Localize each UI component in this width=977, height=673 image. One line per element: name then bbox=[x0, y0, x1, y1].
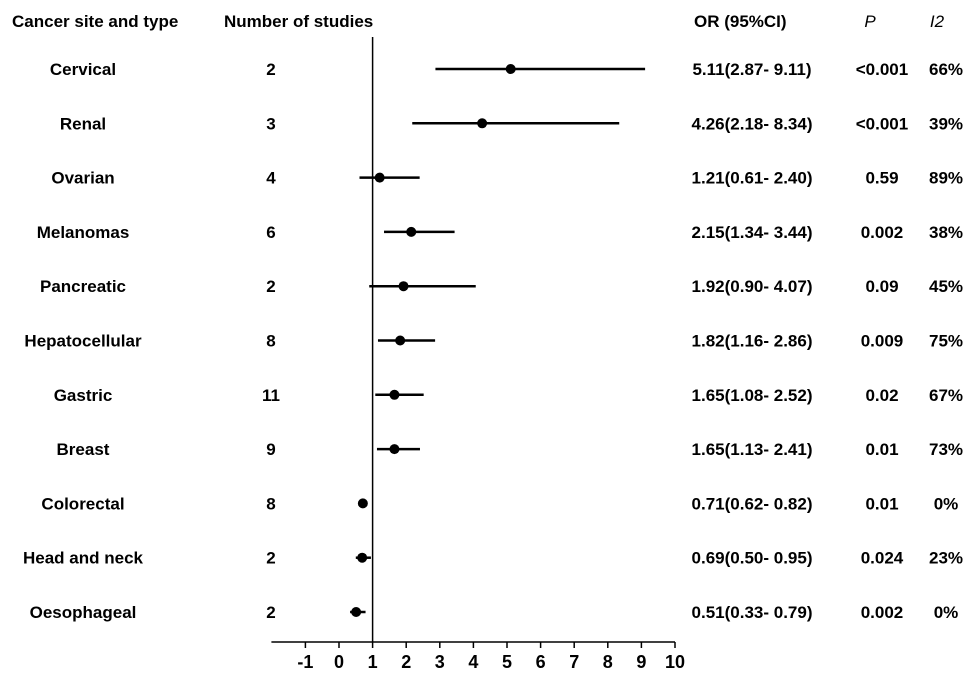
row-study-count: 6 bbox=[266, 223, 275, 242]
row-study-count: 8 bbox=[266, 332, 275, 351]
forest-row: Ovarian 4 1.21(0.61- 2.40) 0.59 89% bbox=[51, 169, 963, 188]
row-or-ci: 1.65(1.08- 2.52) bbox=[692, 386, 813, 405]
row-or-ci: 0.69(0.50- 0.95) bbox=[692, 549, 813, 568]
row-or-ci: 4.26(2.18- 8.34) bbox=[692, 114, 813, 133]
row-study-count: 8 bbox=[266, 494, 275, 513]
row-or-ci: 1.65(1.13- 2.41) bbox=[692, 440, 813, 459]
row-site-label: Ovarian bbox=[51, 169, 114, 188]
row-p-value: <0.001 bbox=[856, 60, 908, 79]
row-i2: 23% bbox=[929, 549, 963, 568]
or-point bbox=[357, 498, 368, 509]
forest-row: Gastric 11 1.65(1.08- 2.52) 0.02 67% bbox=[54, 386, 963, 405]
row-or-ci: 0.71(0.62- 0.82) bbox=[692, 494, 813, 513]
row-i2: 89% bbox=[929, 169, 963, 188]
header-num-studies: Number of studies bbox=[224, 12, 373, 31]
x-tick-label: 5 bbox=[502, 652, 512, 672]
row-site-label: Hepatocellular bbox=[24, 332, 142, 351]
row-study-count: 9 bbox=[266, 440, 275, 459]
row-p-value: 0.024 bbox=[861, 549, 904, 568]
or-point bbox=[406, 226, 417, 237]
or-point bbox=[351, 607, 362, 617]
or-point bbox=[477, 118, 488, 129]
x-tick-label: 7 bbox=[569, 652, 579, 672]
row-p-value: 0.59 bbox=[865, 169, 898, 188]
x-tick-label: 0 bbox=[334, 652, 344, 672]
row-site-label: Renal bbox=[60, 114, 106, 133]
row-or-ci: 5.11(2.87- 9.11) bbox=[692, 60, 811, 79]
x-tick-label: 9 bbox=[636, 652, 646, 672]
row-i2: 75% bbox=[929, 332, 963, 351]
row-site-label: Colorectal bbox=[41, 494, 124, 513]
forest-row: Colorectal 8 0.71(0.62- 0.82) 0.01 0% bbox=[41, 494, 958, 513]
row-site-label: Breast bbox=[57, 440, 110, 459]
or-point bbox=[398, 281, 409, 292]
row-p-value: 0.09 bbox=[865, 277, 898, 296]
row-i2: 0% bbox=[934, 603, 959, 622]
row-or-ci: 1.82(1.16- 2.86) bbox=[692, 332, 813, 351]
forest-row: Head and neck 2 0.69(0.50- 0.95) 0.024 23% bbox=[23, 549, 963, 568]
forest-row: Oesophageal 2 0.51(0.33- 0.79) 0.002 0% bbox=[30, 603, 959, 622]
row-site-label: Head and neck bbox=[23, 549, 144, 568]
row-i2: 73% bbox=[929, 440, 963, 459]
x-tick-label: 2 bbox=[401, 652, 411, 672]
x-tick-label: 6 bbox=[536, 652, 546, 672]
row-site-label: Gastric bbox=[54, 386, 113, 405]
row-study-count: 4 bbox=[266, 169, 276, 188]
or-point bbox=[505, 64, 516, 74]
header-or-ci: OR (95%CI) bbox=[694, 12, 787, 31]
or-point bbox=[357, 552, 368, 563]
x-tick-label: 10 bbox=[665, 652, 685, 672]
forest-row: Renal 3 4.26(2.18- 8.34) <0.001 39% bbox=[60, 114, 963, 133]
forest-row: Melanomas 6 2.15(1.34- 3.44) 0.002 38% bbox=[37, 223, 963, 242]
or-point bbox=[389, 444, 400, 455]
row-i2: 0% bbox=[934, 494, 959, 513]
row-p-value: 0.01 bbox=[865, 440, 898, 459]
row-study-count: 2 bbox=[266, 60, 275, 79]
header-i2: I2 bbox=[930, 12, 945, 31]
row-i2: 67% bbox=[929, 386, 963, 405]
row-i2: 45% bbox=[929, 277, 963, 296]
row-i2: 39% bbox=[929, 114, 963, 133]
row-i2: 66% bbox=[929, 60, 963, 79]
or-point bbox=[389, 389, 400, 400]
row-p-value: 0.002 bbox=[861, 223, 904, 242]
row-p-value: 0.009 bbox=[861, 332, 904, 351]
row-or-ci: 2.15(1.34- 3.44) bbox=[692, 223, 813, 242]
row-site-label: Cervical bbox=[50, 60, 116, 79]
x-tick-label: 8 bbox=[603, 652, 613, 672]
row-or-ci: 1.21(0.61- 2.40) bbox=[692, 169, 813, 188]
x-tick-label: 4 bbox=[468, 652, 478, 672]
header-p: P bbox=[864, 12, 876, 31]
forest-row: Breast 9 1.65(1.13- 2.41) 0.01 73% bbox=[57, 440, 963, 459]
row-site-label: Melanomas bbox=[37, 223, 130, 242]
row-p-value: 0.02 bbox=[865, 386, 898, 405]
row-or-ci: 0.51(0.33- 0.79) bbox=[692, 603, 813, 622]
x-tick-label: -1 bbox=[297, 652, 313, 672]
x-tick-label: 3 bbox=[435, 652, 445, 672]
forest-row: Pancreatic 2 1.92(0.90- 4.07) 0.09 45% bbox=[40, 277, 963, 296]
row-site-label: Oesophageal bbox=[30, 603, 137, 622]
forest-row: Cervical 2 5.11(2.87- 9.11) <0.001 66% bbox=[50, 60, 963, 79]
header-site: Cancer site and type bbox=[12, 12, 178, 31]
row-or-ci: 1.92(0.90- 4.07) bbox=[692, 277, 813, 296]
row-study-count: 3 bbox=[266, 114, 275, 133]
row-study-count: 2 bbox=[266, 603, 275, 622]
x-tick-label: 1 bbox=[368, 652, 378, 672]
row-study-count: 2 bbox=[266, 277, 275, 296]
or-point bbox=[374, 172, 385, 183]
row-p-value: 0.01 bbox=[865, 494, 898, 513]
or-point bbox=[395, 335, 406, 346]
forest-row: Hepatocellular 8 1.82(1.16- 2.86) 0.009 75% bbox=[24, 332, 963, 351]
row-p-value: 0.002 bbox=[861, 603, 904, 622]
row-study-count: 11 bbox=[262, 386, 280, 405]
row-p-value: <0.001 bbox=[856, 114, 908, 133]
row-site-label: Pancreatic bbox=[40, 277, 126, 296]
row-study-count: 2 bbox=[266, 549, 275, 568]
row-i2: 38% bbox=[929, 223, 963, 242]
